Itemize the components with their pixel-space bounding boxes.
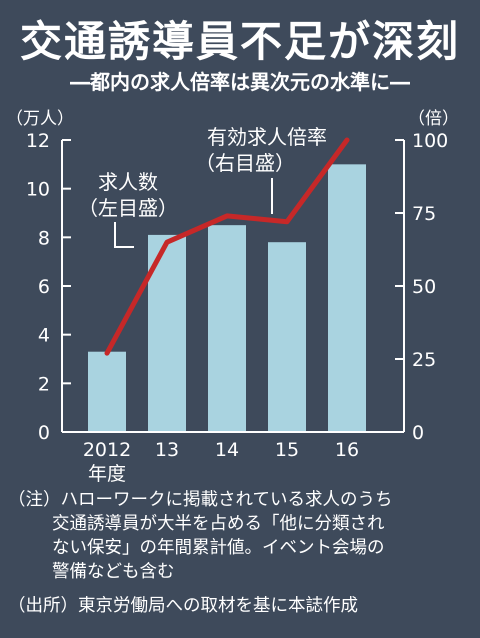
right-tick-label: 75 bbox=[412, 203, 436, 225]
bar-series-leader bbox=[114, 222, 134, 248]
right-tick-label: 0 bbox=[412, 422, 424, 444]
left-tick-label: 2 bbox=[38, 373, 50, 395]
bar-14 bbox=[208, 225, 246, 432]
left-tick-label: 12 bbox=[26, 130, 50, 152]
footnote-line-4: 警備なども含む bbox=[52, 562, 175, 582]
x-tick-label-13: 13 bbox=[155, 439, 179, 461]
bar-series-label-line2: （左目盛） bbox=[78, 196, 178, 220]
left-tick-label: 6 bbox=[38, 276, 50, 298]
bar-15 bbox=[268, 242, 306, 432]
line-series-label-line1: 有効求人倍率 bbox=[207, 125, 327, 149]
bar-2012 bbox=[88, 351, 126, 432]
left-tick-label: 4 bbox=[38, 325, 50, 347]
x-tick-label-2012: 2012 bbox=[83, 439, 131, 461]
footnote-line-1: （注）ハローワークに掲載されている求人のうち bbox=[8, 490, 393, 510]
footnote-line-3: ない保安」の年間累計値。イベント会場の bbox=[52, 538, 385, 558]
left-axis-unit: （万人） bbox=[6, 109, 74, 129]
right-tick-label: 50 bbox=[412, 276, 436, 298]
left-tick-label: 8 bbox=[38, 227, 50, 249]
line-series-label-line2: （右目盛） bbox=[195, 151, 295, 175]
x-tick-label-15: 15 bbox=[275, 439, 299, 461]
bar-series-label-line1: 求人数 bbox=[98, 170, 158, 194]
line-series-ratio bbox=[104, 137, 350, 356]
chart-title: 交通誘導員不足が深刻 bbox=[19, 17, 460, 66]
right-tick-label: 25 bbox=[412, 349, 436, 371]
bar-16 bbox=[328, 164, 366, 433]
footnote-line-2: 交通誘導員が大半を占める「他に分類され bbox=[52, 514, 385, 534]
left-tick-label: 0 bbox=[38, 422, 50, 444]
right-axis-unit: （倍） bbox=[408, 109, 459, 129]
x-axis-suffix: 年度 bbox=[88, 463, 126, 485]
right-tick-label: 100 bbox=[412, 130, 448, 152]
x-tick-label-16: 16 bbox=[335, 439, 359, 461]
left-tick-label: 10 bbox=[26, 179, 50, 201]
x-tick-label-14: 14 bbox=[215, 439, 239, 461]
source-note: （出所）東京労働局への取材を基に本誌作成 bbox=[8, 596, 358, 616]
chart-subtitle: ―都内の求人倍率は異次元の水準に― bbox=[70, 70, 410, 94]
